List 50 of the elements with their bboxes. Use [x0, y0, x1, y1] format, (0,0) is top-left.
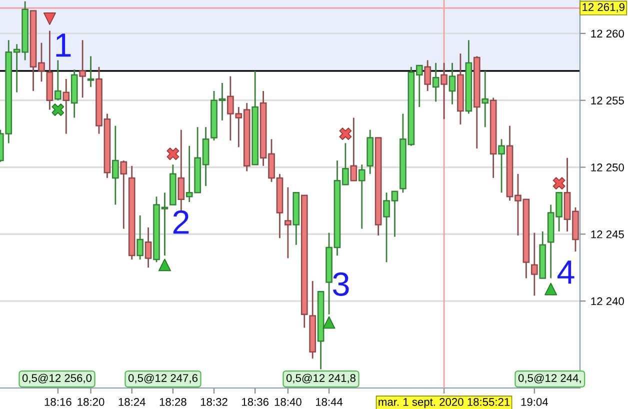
candlestick: [482, 70, 489, 128]
y-tick-label: 12 260: [591, 30, 624, 38]
candlestick: [54, 60, 62, 102]
x-tick-label: 19:04: [521, 398, 548, 406]
y-tick-label: 12 245: [591, 230, 624, 238]
point: [339, 128, 352, 140]
x-tick-label: mar. 1 sept. 2020 18:55:21: [378, 398, 510, 408]
candlestick: [120, 160, 128, 230]
candlestick: [530, 232, 538, 296]
point: [158, 258, 171, 272]
candlestick: [448, 62, 456, 106]
x-tick-label: 18:40: [274, 398, 302, 406]
point: [544, 282, 558, 296]
x-tick-label: 18:16: [44, 398, 72, 406]
candlestick: [358, 164, 366, 230]
annotation: 0,5@12 244,: [518, 374, 581, 384]
annotation: 0,5@12 241,8: [286, 374, 356, 384]
annotation: 2: [173, 210, 189, 234]
ref-line-label: 12 261,9: [582, 3, 624, 12]
x-tick-label: 18:36: [242, 398, 268, 406]
candlestick: [112, 125, 119, 206]
candlestick: [144, 226, 152, 268]
point: [52, 103, 64, 116]
annotation: 1: [56, 34, 71, 57]
candlestick: [284, 186, 292, 259]
point: [322, 316, 336, 329]
point: [166, 148, 180, 160]
x-tick-label: 18:20: [78, 398, 104, 406]
point: [43, 12, 56, 25]
y-tick-label: 12 240: [591, 297, 624, 306]
candlestick: [498, 138, 505, 194]
x-tick-label: 18:44: [316, 398, 343, 406]
annotation: 4: [557, 260, 574, 284]
candlestick: [432, 62, 440, 102]
candlestick: [87, 56, 94, 88]
candlestick: [424, 60, 432, 92]
annotation: 0,5@12 256,0: [22, 374, 92, 384]
candlestick: [350, 117, 358, 182]
candlestick: [136, 214, 144, 260]
annotation: 0,5@12 247,6: [128, 374, 198, 384]
candlestick: [440, 62, 448, 120]
x-tick-label: 18:24: [118, 398, 146, 406]
x-tick-label: 18:28: [160, 398, 186, 406]
point: [552, 177, 566, 190]
candlestick: [79, 39, 86, 98]
annotation: 3: [333, 272, 349, 296]
candlestick: [62, 78, 70, 134]
y-tick-label: 12 255: [591, 96, 624, 104]
x-tick-label: 18:32: [200, 398, 228, 406]
y-tick-label: 12 250: [591, 164, 624, 172]
